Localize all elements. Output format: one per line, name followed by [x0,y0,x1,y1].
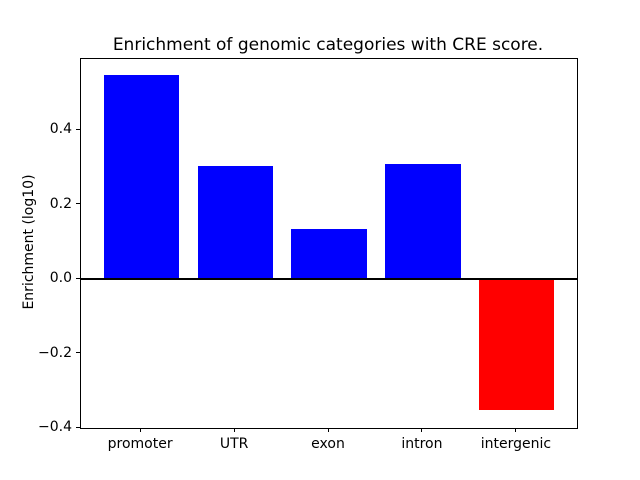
bar-promoter [103,75,179,280]
y-tick-mark [76,426,80,428]
y-tick-label: 0.0 [49,270,72,287]
x-tick-label-intergenic: intergenic [480,436,552,452]
y-tick-label: −0.4 [38,419,72,435]
x-tick-label-promoter: promoter [107,436,173,452]
y-tick-mark [76,277,80,279]
bar-UTR [197,166,273,279]
bar-intron [385,164,461,280]
x-tick-mark [421,428,423,432]
x-tick-label-exon: exon [311,436,345,452]
y-tick-label: −0.2 [38,344,72,361]
x-tick-label-intron: intron [401,436,443,452]
x-tick-mark [515,428,517,432]
bar-exon [291,229,367,280]
bar-intergenic [479,279,555,411]
x-tick-mark [233,428,235,432]
chart-title: Enrichment of genomic categories with CR… [112,35,544,55]
y-tick-label: 0.4 [49,121,72,138]
x-tick-mark [139,428,141,432]
x-tick-mark [327,428,329,432]
plot-area [80,58,578,429]
y-tick-mark [76,128,80,130]
zero-line [81,278,577,281]
y-tick-mark [76,203,80,205]
x-tick-label-UTR: UTR [219,436,249,452]
y-tick-label: 0.2 [49,195,72,212]
y-tick-mark [76,352,80,353]
